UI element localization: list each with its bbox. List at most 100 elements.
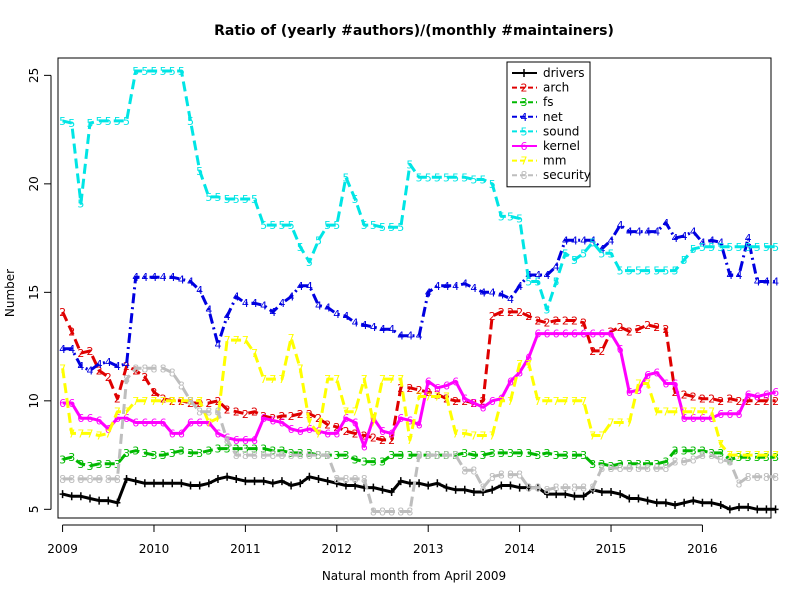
point-drivers	[562, 490, 569, 499]
point-fs: 3	[278, 445, 285, 458]
point-net: 4	[333, 308, 340, 321]
point-mm: 7	[388, 373, 395, 386]
series-line-mm	[61, 336, 776, 457]
point-security: 8	[150, 362, 157, 375]
point-net: 4	[379, 323, 386, 336]
point-sound: 5	[214, 191, 221, 204]
point-fs: 3	[105, 458, 112, 471]
point-sound: 5	[425, 171, 432, 184]
point-security: 8	[544, 484, 551, 497]
point-security: 8	[736, 477, 743, 490]
point-sound: 5	[196, 165, 203, 178]
point-sound: 5	[333, 219, 340, 232]
point-mm: 7	[425, 390, 432, 403]
point-arch: 2	[361, 430, 368, 443]
point-fs: 3	[589, 458, 596, 471]
point-kernel: 6	[278, 417, 285, 430]
point-kernel: 6	[86, 412, 93, 425]
point-fs: 3	[470, 449, 477, 462]
point-drivers	[352, 481, 359, 490]
point-fs: 3	[598, 458, 605, 471]
point-security: 8	[278, 449, 285, 462]
point-fs: 3	[525, 447, 532, 460]
point-security: 8	[745, 471, 752, 484]
point-sound: 5	[461, 171, 468, 184]
point-mm: 7	[617, 417, 624, 430]
series-fs: 3 33 3 3 3 33 3 3 3 3 3 3 3 3 3 3 3 3 3 3 3 3 3 3 3 3 3 3 3 3 3 3 3 33 3 3 3…	[59, 443, 779, 473]
point-security: 8	[681, 456, 688, 469]
point-drivers	[571, 492, 578, 501]
point-sound: 5	[114, 115, 121, 128]
point-kernel: 6	[242, 434, 249, 447]
point-drivers	[763, 505, 770, 514]
point-arch: 2	[342, 425, 349, 438]
point-kernel: 6	[68, 397, 75, 410]
point-net: 4	[160, 271, 167, 284]
point-mm: 7	[379, 373, 386, 386]
point-security: 8	[562, 482, 569, 495]
point-net: 4	[251, 297, 258, 310]
point-security: 8	[717, 453, 724, 466]
point-kernel: 6	[397, 412, 404, 425]
point-mm: 7	[160, 395, 167, 408]
point-drivers	[434, 479, 441, 488]
point-net: 4	[233, 291, 240, 304]
point-net: 4	[425, 286, 432, 299]
series-line-kernel	[62, 332, 776, 448]
point-sound: 5	[397, 221, 404, 234]
x-tick-label: 2015	[596, 542, 627, 556]
point-arch: 2	[379, 434, 386, 447]
point-arch: 2	[772, 395, 779, 408]
point-sound: 5	[123, 115, 130, 128]
point-net: 4	[68, 343, 75, 356]
point-drivers	[416, 479, 423, 488]
legend-entry-security: 8 security	[512, 168, 591, 182]
point-security: 8	[525, 482, 532, 495]
x-tick-label: 2016	[687, 542, 718, 556]
point-arch: 2	[635, 323, 642, 336]
point-net: 4	[406, 330, 413, 343]
point-kernel: 6	[480, 401, 487, 414]
point-kernel: 6	[160, 417, 167, 430]
point-arch: 2	[662, 323, 669, 336]
point-kernel: 6	[169, 427, 176, 440]
point-security: 8	[324, 449, 331, 462]
point-security: 8	[288, 449, 295, 462]
point-security: 8	[553, 482, 560, 495]
point-kernel: 6	[379, 425, 386, 438]
point-security: 8	[425, 449, 432, 462]
point-kernel: 6	[434, 382, 441, 395]
point-mm: 7	[754, 449, 761, 462]
point-arch: 2	[425, 386, 432, 399]
point-security: 8	[86, 473, 93, 486]
point-arch: 2	[608, 325, 615, 338]
point-kernel: 6	[589, 328, 596, 341]
point-arch: 2	[352, 427, 359, 440]
point-drivers	[516, 483, 523, 492]
point-mm: 7	[205, 417, 212, 430]
point-net: 4	[562, 234, 569, 247]
point-net: 4	[123, 358, 130, 371]
legend-marker: 4	[521, 111, 528, 124]
point-security: 8	[315, 449, 322, 462]
point-fs: 3	[141, 447, 148, 460]
series-line-fs	[62, 447, 776, 468]
point-sound: 5	[269, 219, 276, 232]
point-sound: 5	[452, 171, 459, 184]
point-mm: 7	[726, 449, 733, 462]
point-kernel: 6	[324, 427, 331, 440]
point-mm: 7	[480, 430, 487, 443]
point-fs: 3	[708, 447, 715, 460]
point-drivers	[306, 472, 313, 481]
point-drivers	[388, 487, 395, 496]
point-sound: 5	[608, 247, 615, 260]
point-kernel: 6	[297, 425, 304, 438]
point-kernel: 6	[507, 375, 514, 388]
point-sound: 5	[598, 247, 605, 260]
point-kernel: 6	[717, 408, 724, 421]
point-drivers	[187, 481, 194, 490]
point-security: 8	[534, 482, 541, 495]
point-drivers	[397, 477, 404, 486]
point-net: 4	[342, 310, 349, 323]
